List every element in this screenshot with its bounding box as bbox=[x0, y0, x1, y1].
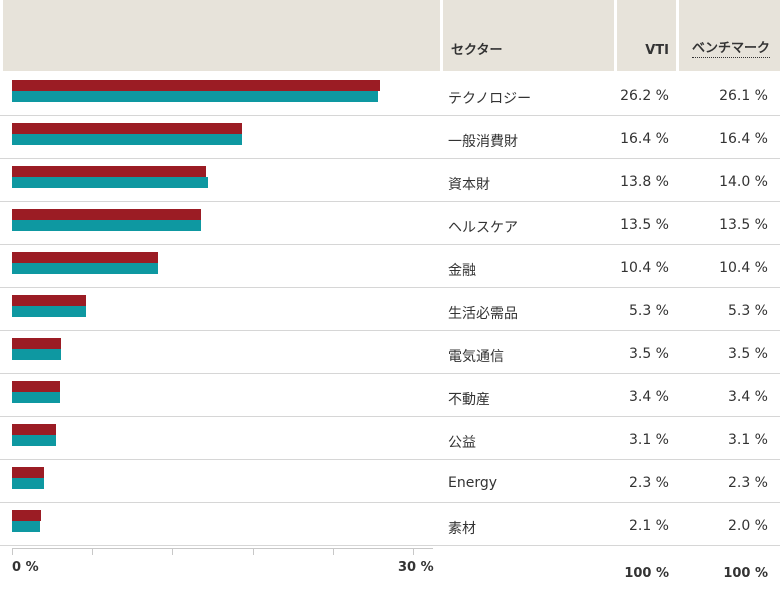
table-row: ヘルスケア 13.5 % 13.5 % bbox=[0, 202, 780, 245]
header-vti-column: VTI bbox=[617, 0, 676, 71]
bar-vti bbox=[12, 338, 62, 349]
table-row: 電気通信 3.5 % 3.5 % bbox=[0, 331, 780, 374]
sector-label: ヘルスケア bbox=[448, 220, 518, 236]
vti-value: 16.4 % bbox=[620, 131, 669, 147]
table-row: 金融 10.4 % 10.4 % bbox=[0, 245, 780, 288]
vti-value: 2.3 % bbox=[628, 475, 669, 491]
benchmark-value: 3.4 % bbox=[727, 389, 768, 405]
vti-value: 3.5 % bbox=[628, 346, 669, 362]
x-axis-tick bbox=[12, 549, 13, 555]
bar-vti bbox=[12, 510, 42, 521]
header-sector-label: セクター bbox=[451, 43, 503, 58]
bar-vti bbox=[12, 123, 243, 134]
sector-label: テクノロジー bbox=[448, 91, 532, 107]
bar-benchmark bbox=[12, 263, 158, 274]
vti-value: 5.3 % bbox=[628, 303, 669, 319]
vti-value: 10.4 % bbox=[620, 260, 669, 276]
sector-table: テクノロジー 26.2 % 26.1 % 一般消費財 16.4 % 16.4 % 資本財 13… bbox=[0, 73, 780, 546]
sector-label: 電気通信 bbox=[448, 349, 504, 365]
bar-benchmark bbox=[12, 306, 87, 317]
x-axis-tick bbox=[332, 549, 334, 555]
benchmark-value: 3.5 % bbox=[727, 346, 768, 362]
sector-label: 資本財 bbox=[448, 177, 490, 193]
vti-value: 13.8 % bbox=[620, 174, 669, 190]
sector-label: Energy bbox=[448, 475, 498, 491]
bar-vti bbox=[12, 209, 202, 220]
bar-vti bbox=[12, 295, 87, 306]
bar-benchmark bbox=[12, 91, 379, 102]
header-benchmark-label[interactable]: ベンチマーク bbox=[691, 37, 770, 58]
bar-vti bbox=[12, 467, 45, 478]
x-axis-max-label: 30 % bbox=[398, 560, 434, 575]
benchmark-value: 5.3 % bbox=[727, 303, 768, 319]
vti-value: 2.1 % bbox=[628, 518, 669, 534]
table-row: テクノロジー 26.2 % 26.1 % bbox=[0, 73, 780, 116]
bar-benchmark bbox=[12, 435, 56, 446]
vti-value: 3.4 % bbox=[628, 389, 669, 405]
bar-vti bbox=[12, 252, 158, 263]
x-axis-line bbox=[12, 548, 433, 549]
bar-benchmark bbox=[12, 220, 202, 231]
bar-benchmark bbox=[12, 349, 62, 360]
sector-label: 不動産 bbox=[448, 392, 490, 408]
bar-vti bbox=[12, 381, 60, 392]
header-vti-label: VTI bbox=[645, 43, 669, 58]
benchmark-value: 2.0 % bbox=[727, 518, 768, 534]
x-axis-tick bbox=[92, 549, 94, 555]
bar-vti bbox=[12, 424, 56, 435]
sector-label: 金融 bbox=[448, 263, 476, 279]
benchmark-value: 14.0 % bbox=[719, 174, 768, 190]
x-axis-min-label: 0 % bbox=[12, 560, 39, 575]
vti-value: 13.5 % bbox=[620, 217, 669, 233]
sector-label: 生活必需品 bbox=[448, 306, 518, 322]
bar-vti bbox=[12, 166, 206, 177]
x-axis-tick bbox=[412, 549, 414, 555]
header-sector-column: セクター bbox=[443, 0, 614, 71]
table-row: Energy 2.3 % 2.3 % bbox=[0, 460, 780, 503]
benchmark-value: 10.4 % bbox=[719, 260, 768, 276]
table-row: 資本財 13.8 % 14.0 % bbox=[0, 159, 780, 202]
table-row: 一般消費財 16.4 % 16.4 % bbox=[0, 116, 780, 159]
x-axis-tick bbox=[252, 549, 254, 555]
benchmark-value: 3.1 % bbox=[727, 432, 768, 448]
sector-label: 一般消費財 bbox=[448, 134, 518, 150]
benchmark-value: 26.1 % bbox=[719, 88, 768, 104]
sector-label: 公益 bbox=[448, 435, 476, 451]
bar-benchmark bbox=[12, 478, 45, 489]
header-benchmark-column[interactable]: ベンチマーク bbox=[679, 0, 780, 71]
sector-label: 素材 bbox=[448, 521, 476, 537]
benchmark-value: 13.5 % bbox=[719, 217, 768, 233]
benchmark-value: 2.3 % bbox=[727, 475, 768, 491]
x-axis-tick bbox=[172, 549, 174, 555]
table-row: 生活必需品 5.3 % 5.3 % bbox=[0, 288, 780, 331]
total-benchmark: 100 % bbox=[723, 566, 768, 581]
bar-vti bbox=[12, 80, 380, 91]
table-row: 公益 3.1 % 3.1 % bbox=[0, 417, 780, 460]
table-row: 素材 2.1 % 2.0 % bbox=[0, 503, 780, 546]
benchmark-value: 16.4 % bbox=[719, 131, 768, 147]
vti-value: 26.2 % bbox=[620, 88, 669, 104]
bar-benchmark bbox=[12, 134, 243, 145]
bar-benchmark bbox=[12, 177, 209, 188]
bar-benchmark bbox=[12, 392, 60, 403]
header-bars-column bbox=[3, 0, 440, 71]
table-row: 不動産 3.4 % 3.4 % bbox=[0, 374, 780, 417]
vti-value: 3.1 % bbox=[628, 432, 669, 448]
bar-benchmark bbox=[12, 521, 41, 532]
total-vti: 100 % bbox=[624, 566, 669, 581]
